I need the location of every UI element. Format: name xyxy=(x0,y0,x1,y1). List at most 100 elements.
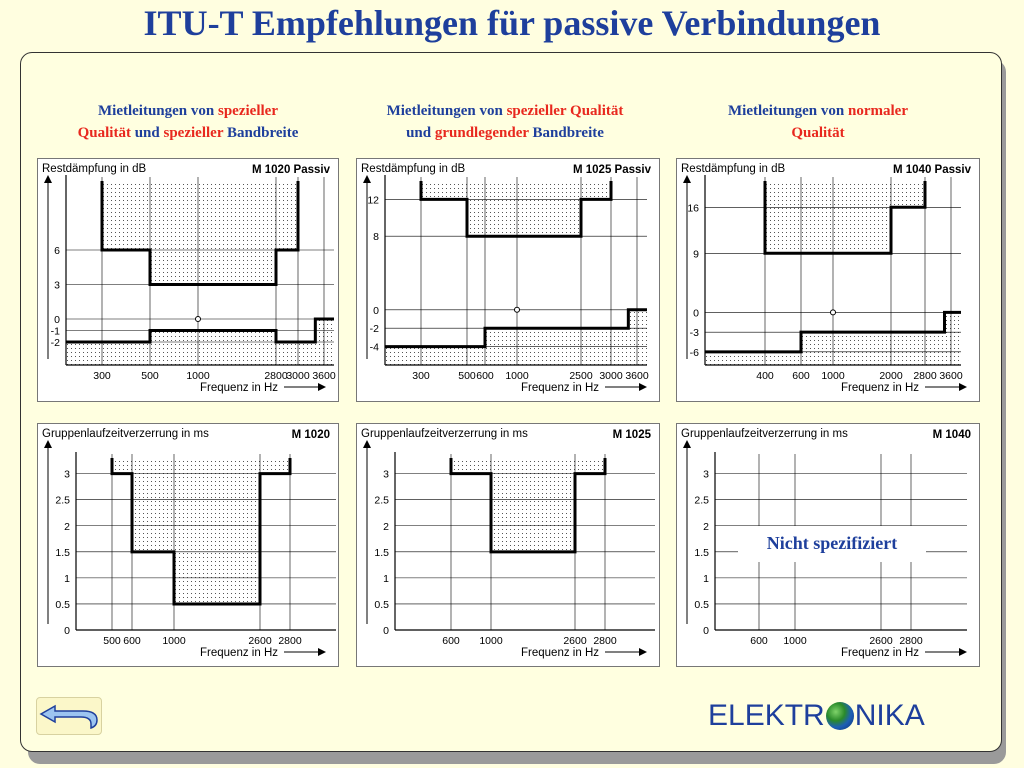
x-tick-label: 300 xyxy=(93,370,111,382)
logo-text-left: ELEKTR xyxy=(708,699,825,732)
logo-text-right: NIKA xyxy=(854,699,925,732)
y-tick-label: 0 xyxy=(373,305,379,317)
header-text: Qualität xyxy=(77,125,131,141)
elektronika-logo: ELEKTR NIKA xyxy=(708,698,925,734)
y-tick-label: 3 xyxy=(703,469,709,481)
y-tick-label: 0 xyxy=(693,307,699,319)
y-tick-label: 8 xyxy=(373,231,379,243)
lower-limit-line xyxy=(705,310,961,354)
x-tick-label: 2800 xyxy=(899,635,923,647)
chart-m1040-attenuation: Restdämpfung in dB M 1040 Passiv 16 9 0 -3 -6 4… xyxy=(676,158,980,402)
diagram-badge: M 1040 Passiv xyxy=(893,164,972,176)
globe-icon xyxy=(825,702,854,730)
header-text: und xyxy=(130,125,164,141)
y-tick-label: -6 xyxy=(690,347,699,359)
forbidden-region-upper xyxy=(112,458,290,604)
m1040-gd-svg: Gruppenlaufzeitverzerrung in ms M 1040 3 2.… xyxy=(681,428,971,659)
forbidden-region-upper xyxy=(765,181,925,254)
upper-limit-line xyxy=(419,181,613,238)
y-tick-label: 2 xyxy=(64,521,70,533)
header-text: Bandbreite xyxy=(528,125,604,141)
y-tick-label: 0.5 xyxy=(374,599,389,611)
back-arrow-icon xyxy=(39,704,98,730)
column-header-m1025: Mietleitungen von spezieller Qualität und… xyxy=(340,100,670,144)
header-text: Bandbreite xyxy=(223,125,299,141)
x-tick-label: 600 xyxy=(476,370,494,382)
x-tick-label: 300 xyxy=(412,370,430,382)
header-text: spezieller Qualität xyxy=(506,103,624,119)
x-axis-label: Frequenz in Hz xyxy=(521,382,599,394)
x-tick-label: 400 xyxy=(756,370,774,382)
x-tick-label: 2800 xyxy=(278,635,302,647)
y-tick-label: 12 xyxy=(367,194,379,206)
upper-limit-line xyxy=(100,181,300,286)
x-axis-label: Frequenz in Hz xyxy=(521,647,599,659)
y-axis-arrowhead xyxy=(44,175,52,183)
y-axis-arrowhead xyxy=(683,440,691,448)
y-tick-label: -4 xyxy=(370,342,379,354)
diagram-badge: M 1020 Passiv xyxy=(252,164,331,176)
x-tick-label: 500 xyxy=(103,635,121,647)
m1025-att-svg: Restdämpfung in dB M 1025 Passiv 12 8 0 -2 -4 3… xyxy=(361,163,652,394)
diagram-badge: M 1025 Passiv xyxy=(573,164,652,176)
not-specified-label: Nicht spezifiziert xyxy=(738,526,926,562)
x-tick-label: 2500 xyxy=(569,370,593,382)
diagram-badge: M 1040 xyxy=(933,429,971,441)
x-tick-label: 600 xyxy=(123,635,141,647)
x-axis-label: Frequenz in Hz xyxy=(841,647,919,659)
y-tick-label: -2 xyxy=(51,337,60,349)
forbidden-region-lower xyxy=(385,309,647,365)
x-axis-label: Frequenz in Hz xyxy=(200,382,278,394)
header-text: grundlegender xyxy=(434,125,529,141)
y-tick-label: 0.5 xyxy=(55,599,70,611)
x-axis-arrowhead xyxy=(639,648,647,656)
x-tick-label: 500 xyxy=(141,370,159,382)
upper-limit-line xyxy=(763,181,927,255)
y-tick-label: 1 xyxy=(383,573,389,585)
header-text: Qualität xyxy=(791,125,845,141)
back-button[interactable] xyxy=(36,697,102,735)
y-tick-label: 1 xyxy=(703,573,709,585)
x-tick-label: 3600 xyxy=(625,370,649,382)
y-tick-label: 3 xyxy=(54,280,60,292)
y-tick-label: 0 xyxy=(64,625,70,637)
column-header-m1040: Mietleitungen von normaler Qualität xyxy=(678,100,958,144)
y-axis-label: Gruppenlaufzeitverzerrung in ms xyxy=(681,428,848,440)
x-tick-label: 2600 xyxy=(563,635,587,647)
header-text: und xyxy=(406,125,435,141)
x-axis-arrowhead xyxy=(318,648,326,656)
x-tick-label: 1000 xyxy=(821,370,845,382)
chart-m1025-group-delay: Gruppenlaufzeitverzerrung in ms M 1025 3 2.… xyxy=(356,423,660,667)
y-axis-label: Gruppenlaufzeitverzerrung in ms xyxy=(361,428,528,440)
header-text: Mietleitungen von xyxy=(98,103,218,119)
y-tick-label: -1 xyxy=(51,326,60,338)
header-text: spezieller xyxy=(163,125,224,141)
reference-point xyxy=(195,316,201,322)
y-tick-label: -2 xyxy=(370,323,379,335)
y-axis-arrowhead xyxy=(363,440,371,448)
reference-point xyxy=(514,306,520,313)
header-text: Mietleitungen von xyxy=(728,103,848,119)
y-axis-arrowhead xyxy=(683,175,691,183)
chart-m1020-group-delay: Gruppenlaufzeitverzerrung in ms M 1020 3 2.… xyxy=(37,423,339,667)
chart-m1020-attenuation: Restdämpfung in dB M 1020 Passiv 6 3 0 -1 -2 30… xyxy=(37,158,339,402)
x-axis-arrowhead xyxy=(318,383,326,391)
y-tick-label: 2.5 xyxy=(374,495,389,507)
y-tick-label: 2.5 xyxy=(55,495,70,507)
x-tick-label: 2000 xyxy=(879,370,903,382)
x-axis-label: Frequenz in Hz xyxy=(200,647,278,659)
y-tick-label: 1 xyxy=(64,573,70,585)
x-tick-label: 500 xyxy=(458,370,476,382)
upper-limit-line xyxy=(110,458,292,606)
header-text: normaler xyxy=(848,103,908,119)
lower-limit-line xyxy=(385,308,647,349)
x-tick-label: 2800 xyxy=(264,370,288,382)
y-tick-label: 2 xyxy=(703,521,709,533)
x-tick-label: 2800 xyxy=(593,635,617,647)
x-tick-label: 3600 xyxy=(312,370,336,382)
y-tick-label: 2.5 xyxy=(694,495,709,507)
y-tick-label: 1.5 xyxy=(694,547,709,559)
x-tick-label: 600 xyxy=(792,370,810,382)
y-tick-label: 0 xyxy=(54,314,60,326)
m1020-att-svg: Restdämpfung in dB M 1020 Passiv 6 3 0-1-2 30… xyxy=(42,163,336,394)
